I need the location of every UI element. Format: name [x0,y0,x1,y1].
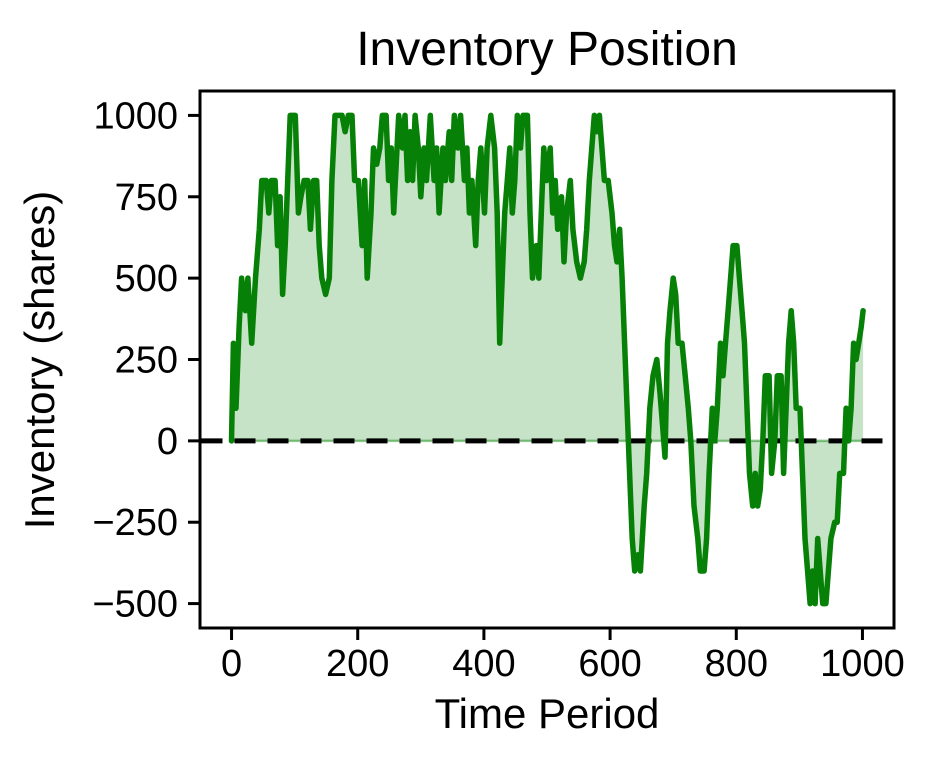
y-tick-label: 250 [115,340,178,382]
y-tick-label: −250 [92,502,178,544]
inventory-fill-area [231,115,864,604]
y-tick-label: 750 [115,177,178,219]
inventory-line [228,112,866,607]
y-tick-label: −500 [92,584,178,626]
x-tick-label: 1000 [820,643,905,685]
x-tick-label: 0 [221,643,242,685]
x-tick-label: 400 [452,643,515,685]
x-tick-label: 200 [326,643,389,685]
x-tick-label: 600 [578,643,641,685]
x-axis-label: Time Period [434,690,660,737]
y-tick-label: 1000 [93,95,178,137]
y-axis-label: Inventory (shares) [16,190,63,530]
y-tick-label: 0 [157,421,178,463]
x-tick-label: 800 [705,643,768,685]
chart-title: Inventory Position [356,23,738,76]
y-tick-label: 500 [115,258,178,300]
